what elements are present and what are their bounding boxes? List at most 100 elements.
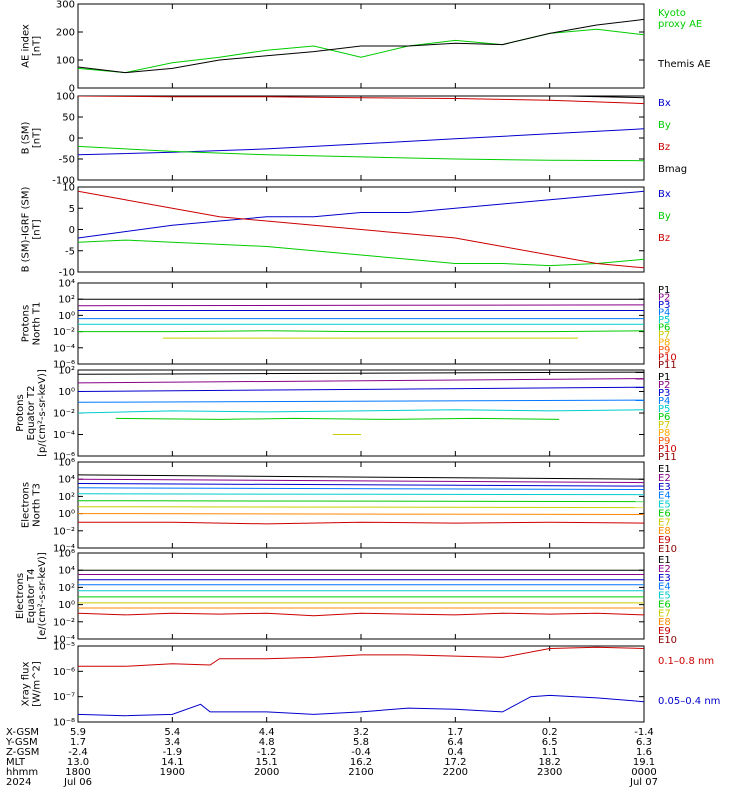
legend-item: 0.1–0.8 nm — [658, 656, 714, 667]
y-axis-label: Equator T2 — [26, 386, 37, 441]
series-line-bx — [78, 190, 644, 239]
y-tick-label: -5 — [65, 246, 75, 257]
series-line-p3 — [78, 386, 644, 392]
x-axis-row-label: 2024 — [6, 777, 31, 788]
y-tick-label: 0 — [69, 84, 75, 95]
legend-item: P7 — [658, 420, 670, 431]
legend-item: P3 — [658, 388, 670, 399]
y-tick-label: 10⁴ — [58, 566, 75, 577]
legend-item: E8 — [658, 617, 671, 628]
legend-item: P8 — [658, 338, 670, 349]
series-line-0-1-0-8-nm — [78, 646, 644, 667]
series-line-bz — [78, 190, 644, 269]
y-axis-label: B (SM) — [21, 121, 32, 154]
x-axis-row-value: -1.4 — [634, 727, 654, 738]
series-line-e2 — [78, 478, 644, 484]
series-line-p1 — [78, 371, 644, 375]
legend-item: P7 — [658, 330, 670, 341]
legend-item: P1 — [658, 372, 670, 383]
y-tick-label: -50 — [59, 155, 75, 166]
series-line-e9 — [78, 521, 644, 525]
legend-item: E10 — [658, 635, 677, 646]
x-axis-row-label: hhmm — [6, 767, 38, 778]
y-tick-label: 10² — [58, 492, 75, 503]
legend-item: P9 — [658, 436, 670, 447]
x-axis-row-value: 1800 — [65, 767, 90, 778]
x-axis-row-value: 1.7 — [70, 737, 86, 748]
y-tick-label: 5 — [69, 204, 75, 215]
y-tick-label: -100 — [52, 176, 75, 187]
legend-item: E6 — [658, 599, 671, 610]
x-axis-row-value: 1.6 — [636, 747, 652, 758]
y-axis-label: [p/(cm²-s-sr-keV)] — [37, 369, 48, 457]
x-axis-row-value: 5.4 — [164, 727, 180, 738]
x-axis-row-value: 3.2 — [353, 727, 369, 738]
panel-prot_t1: 10⁻⁶ 10⁻⁴ 10⁻² 10⁰ 10² 10⁴ Protons North T1 P1P2… — [21, 279, 677, 372]
legend-item: Bx — [658, 98, 671, 109]
series-line-0-05-0-4-nm — [78, 694, 644, 717]
x-axis-row-value: 6.3 — [636, 737, 652, 748]
y-tick-label: 10² — [58, 295, 75, 306]
series-line-e6 — [78, 500, 644, 503]
y-tick-label: 10 — [62, 183, 75, 194]
y-axis-label: Electrons — [15, 573, 26, 619]
series-line-p4 — [78, 399, 644, 403]
legend-item: E4 — [658, 582, 671, 593]
y-tick-label: 10⁻⁶ — [53, 360, 75, 371]
x-axis-row-value: 14.1 — [161, 757, 183, 768]
y-tick-label: 10⁰ — [58, 311, 75, 322]
legend-item: Bmag — [658, 164, 687, 175]
y-tick-label: 10⁻² — [53, 526, 75, 537]
y-tick-label: 10⁴ — [58, 475, 75, 486]
legend-item: P8 — [658, 428, 670, 439]
legend-item: E1 — [658, 464, 671, 475]
y-tick-label: 10⁻⁷ — [53, 692, 75, 703]
y-axis-label: [e/(cm²-s-sr-keV)] — [37, 552, 48, 640]
x-axis-row-value: 6.4 — [447, 737, 463, 748]
legend-item: E6 — [658, 508, 671, 519]
x-axis-row-label: X-GSM — [6, 727, 39, 738]
y-tick-label: 10⁻⁶ — [53, 452, 75, 463]
legend-item: P6 — [658, 412, 670, 423]
y-tick-label: 100 — [56, 92, 75, 103]
legend-item: E4 — [658, 491, 671, 502]
legend-item: P10 — [658, 353, 677, 364]
legend-item: P9 — [658, 345, 670, 356]
series-line-bx — [78, 128, 644, 156]
legend-item: Bx — [658, 189, 671, 200]
legend-item: P10 — [658, 444, 677, 455]
panel-frame — [77, 552, 645, 640]
x-axis-row-value: 5.8 — [353, 737, 369, 748]
series-line-p6 — [78, 330, 644, 333]
y-tick-label: 10⁻⁶ — [53, 667, 75, 678]
panel-frame — [77, 461, 645, 549]
x-axis-row-value: -1.2 — [257, 747, 277, 758]
series-line-e7 — [78, 506, 644, 509]
y-tick-label: 10² — [58, 366, 75, 377]
x-axis-row-value: 2300 — [537, 767, 562, 778]
panel-xray: 10⁻⁸ 10⁻⁷ 10⁻⁶ 10⁻⁵ Xray flux [W/m^2] 0.1–0.8 … — [21, 642, 721, 729]
panel-prot_t2: 10⁻⁶ 10⁻⁴ 10⁻² 10⁰ 10² Protons Equator T2 [p/(c… — [15, 366, 677, 464]
y-axis-label: AE index — [21, 24, 32, 68]
x-axis-table: X-GSM 5.9 5.4 4.4 3.2 1.7 0.2 -1.4 Y-GSM 1.7 3.4 4.… — [5, 727, 658, 788]
legend-item: P2 — [658, 380, 670, 391]
x-axis-row-value: 19.1 — [633, 757, 655, 768]
y-tick-label: 50 — [62, 113, 75, 124]
legend-item: P2 — [658, 293, 670, 304]
legend-item: Bz — [658, 233, 670, 244]
x-axis-row-value: 1.7 — [447, 727, 463, 738]
y-axis-label: [nT] — [32, 219, 43, 239]
y-tick-label: 10⁻⁵ — [53, 642, 75, 653]
x-axis-row-value: -0.4 — [351, 747, 371, 758]
y-tick-label: -10 — [59, 268, 75, 279]
legend-item: E9 — [658, 535, 671, 546]
series-line-kyoto-proxy-ae — [78, 28, 644, 74]
legend-item: Themis AE — [657, 59, 711, 70]
x-axis-row-value: 2000 — [254, 767, 279, 778]
x-axis-row-value: -1.9 — [163, 747, 183, 758]
y-tick-label: 10⁻⁸ — [53, 718, 75, 729]
legend-item: P4 — [658, 396, 670, 407]
x-axis-row-value: 16.2 — [350, 757, 372, 768]
y-tick-label: 10⁻² — [53, 327, 75, 338]
